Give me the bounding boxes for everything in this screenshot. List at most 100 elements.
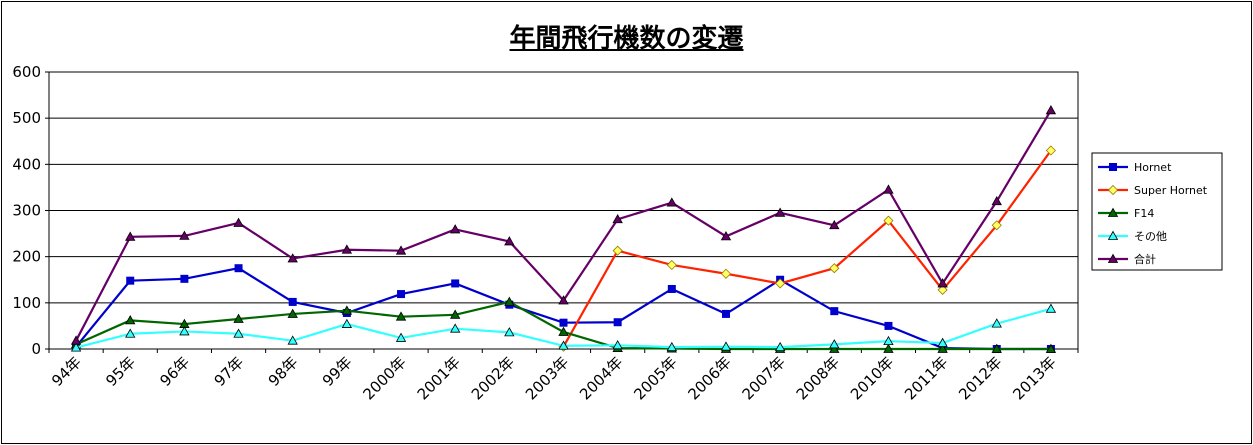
series-3-point bbox=[829, 339, 840, 349]
series-3-point bbox=[179, 326, 190, 336]
legend-label: Hornet bbox=[1134, 161, 1172, 174]
series-1-point bbox=[775, 278, 786, 289]
series-4-point bbox=[1045, 105, 1057, 115]
y-tick-label: 300 bbox=[12, 202, 41, 220]
x-tick-label: 95年 bbox=[102, 353, 139, 390]
series-0-point bbox=[180, 274, 189, 283]
series-1-point bbox=[937, 284, 948, 295]
series-2-point bbox=[558, 326, 569, 336]
series-4-point bbox=[125, 231, 136, 241]
series-2-point bbox=[991, 343, 1002, 353]
series-0-point bbox=[721, 309, 730, 318]
series-1-point bbox=[991, 220, 1002, 231]
legend-label: 合計 bbox=[1134, 252, 1156, 266]
series-3-point bbox=[666, 341, 677, 352]
legend-marker bbox=[1107, 207, 1119, 217]
series-3-point bbox=[937, 337, 948, 347]
series-1-line bbox=[562, 149, 1052, 348]
series-4-point bbox=[883, 184, 894, 194]
x-tick-label: 2007年 bbox=[739, 353, 789, 403]
series-4-point bbox=[720, 231, 732, 241]
legend-marker bbox=[1107, 253, 1119, 263]
x-tick-label: 2011年 bbox=[901, 353, 951, 403]
x-tick-label: 2008年 bbox=[793, 353, 843, 403]
series-4-point bbox=[70, 335, 82, 345]
series-0-point bbox=[234, 264, 243, 273]
series-4-point bbox=[395, 245, 407, 255]
series-4-point bbox=[774, 207, 786, 217]
legend-marker bbox=[1107, 184, 1119, 196]
series-0-point bbox=[613, 318, 622, 327]
y-tick-label: 600 bbox=[12, 63, 41, 81]
series-4-point bbox=[666, 197, 677, 207]
series-4-point bbox=[558, 295, 569, 305]
series-0-point bbox=[397, 290, 406, 299]
legend-marker bbox=[1107, 230, 1119, 240]
y-tick-label: 500 bbox=[12, 109, 41, 127]
series-1-point bbox=[666, 259, 677, 271]
x-tick-label: 2010年 bbox=[847, 353, 897, 403]
x-tick-label: 2003年 bbox=[522, 353, 572, 403]
x-tick-label: 2002年 bbox=[468, 353, 518, 403]
series-4-point bbox=[612, 213, 623, 224]
series-4-point bbox=[287, 253, 298, 263]
series-2-point bbox=[395, 311, 407, 321]
series-3-point bbox=[395, 332, 407, 342]
x-tick-label: 96年 bbox=[156, 353, 193, 390]
series-2-point bbox=[1045, 343, 1057, 353]
x-tick-label: 99年 bbox=[319, 353, 356, 390]
x-tick-label: 2004年 bbox=[576, 353, 626, 403]
legend-label: F14 bbox=[1134, 207, 1154, 220]
series-4-point bbox=[829, 219, 840, 230]
series-1-point bbox=[720, 268, 732, 279]
series-3-point bbox=[504, 327, 515, 337]
series-4-point bbox=[991, 195, 1002, 206]
x-tick-label: 94年 bbox=[48, 353, 85, 390]
legend-marker bbox=[1109, 163, 1117, 171]
series-3-point bbox=[612, 339, 623, 350]
x-tick-label: 2005年 bbox=[630, 353, 680, 403]
x-tick-label: 2001年 bbox=[414, 353, 464, 403]
series-4-point bbox=[937, 278, 948, 288]
series-3-point bbox=[341, 318, 353, 328]
series-0-point bbox=[559, 318, 568, 327]
chart-title: 年間飛行機数の変遷 bbox=[509, 24, 744, 54]
series-0-point bbox=[884, 321, 893, 330]
y-tick-label: 400 bbox=[12, 155, 41, 173]
x-tick-label: 98年 bbox=[265, 353, 302, 390]
series-0-point bbox=[667, 284, 676, 293]
x-tick-label: 2006年 bbox=[684, 353, 734, 403]
series-4-point bbox=[233, 217, 244, 227]
x-tick-label: 2013年 bbox=[1009, 353, 1059, 403]
series-3-point bbox=[883, 335, 894, 346]
series-4-point bbox=[504, 236, 515, 246]
series-3-point bbox=[233, 328, 244, 338]
y-tick-label: 100 bbox=[12, 294, 41, 312]
series-4-point bbox=[341, 244, 353, 254]
series-3-point bbox=[720, 341, 732, 351]
series-2-point bbox=[341, 305, 353, 315]
series-3-point bbox=[1045, 303, 1057, 313]
series-4-point bbox=[450, 224, 461, 234]
series-1-point bbox=[829, 263, 840, 274]
series-2-point bbox=[829, 343, 840, 353]
series-1-point bbox=[1045, 145, 1056, 156]
x-tick-label: 2012年 bbox=[955, 353, 1005, 403]
series-2-point bbox=[883, 343, 894, 353]
legend-label: その他 bbox=[1134, 230, 1167, 243]
x-tick-label: 2000年 bbox=[360, 353, 410, 403]
series-0-point bbox=[126, 276, 135, 285]
series-0-point bbox=[451, 279, 460, 288]
series-3-point bbox=[774, 341, 786, 352]
series-3-point bbox=[287, 335, 298, 345]
series-3-point bbox=[450, 323, 461, 333]
series-1-point bbox=[612, 245, 623, 256]
series-3-point bbox=[70, 342, 82, 352]
series-2-point bbox=[125, 315, 136, 325]
series-1-point bbox=[883, 215, 894, 226]
series-2-point bbox=[233, 313, 244, 323]
series-3-point bbox=[125, 328, 136, 338]
legend-label: Super Hornet bbox=[1134, 184, 1208, 197]
series-2-point bbox=[287, 308, 298, 318]
